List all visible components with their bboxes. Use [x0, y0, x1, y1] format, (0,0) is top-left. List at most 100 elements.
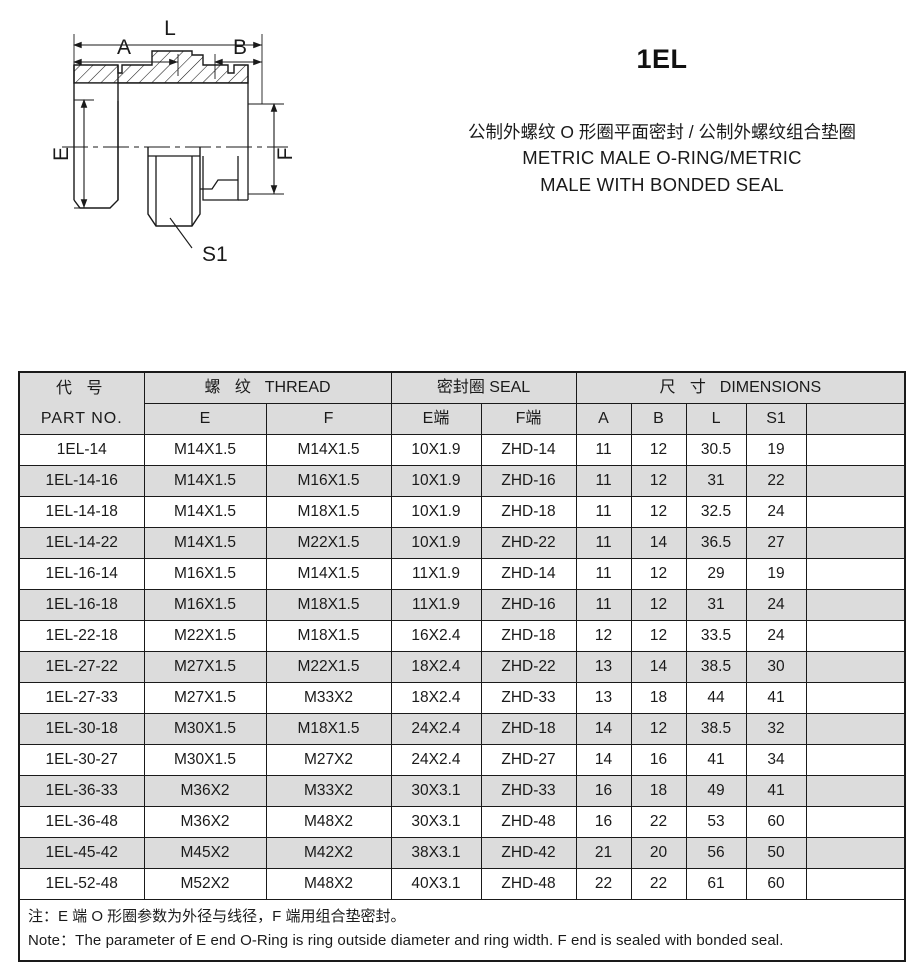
cell-thread-f: M48X2	[265, 806, 392, 838]
cell-part-no: 1EL-27-22	[18, 651, 145, 683]
note-cell: 注：E 端 O 形圈参数为外径与线径，F 端用组合垫密封。 Note：The p…	[18, 898, 906, 962]
cell-thread-f: M14X1.5	[265, 434, 392, 466]
cell-part-no: 1EL-22-18	[18, 620, 145, 652]
header-section: L A B S1 E F 1EL 公制外螺纹 O 形圈平面密封 / 公制外螺纹组…	[0, 0, 923, 345]
header-part-no-cn: 代 号	[56, 379, 108, 397]
cell-seal-f: ZHD-14	[480, 434, 577, 466]
header-col-seal-e: E端	[390, 403, 482, 435]
cell-a: 21	[575, 837, 632, 869]
cell-seal-e: 10X1.9	[390, 527, 482, 559]
cell-thread-f: M33X2	[265, 775, 392, 807]
dim-label-b: B	[233, 36, 247, 59]
description-english-line2: MALE WITH BONDED SEAL	[540, 173, 784, 195]
cell-a: 14	[575, 713, 632, 745]
cell-b: 12	[630, 589, 687, 621]
cell-s1: 60	[745, 806, 807, 838]
cell-s1: 60	[745, 868, 807, 900]
header-col-thread-e: E	[143, 403, 267, 435]
cell-b: 12	[630, 558, 687, 590]
header-group-row: 代 号 PART NO. 螺 纹 THREAD 密封圈 SEAL 尺 寸 DIM…	[18, 371, 906, 435]
header-seal-en: SEAL	[489, 379, 531, 396]
cell-seal-f: ZHD-48	[480, 806, 577, 838]
cell-extra	[805, 713, 906, 745]
cell-s1: 24	[745, 620, 807, 652]
cell-s1: 41	[745, 682, 807, 714]
cell-thread-e: M14X1.5	[143, 434, 267, 466]
cell-part-no: 1EL-36-48	[18, 806, 145, 838]
cell-seal-f: ZHD-16	[480, 465, 577, 497]
table-row: 1EL-14-16 M14X1.5 M16X1.5 10X1.9 ZHD-16 11 12 3…	[18, 465, 906, 497]
cell-l: 30.5	[685, 434, 747, 466]
cell-extra	[805, 496, 906, 528]
cell-seal-e: 40X3.1	[390, 868, 482, 900]
cell-thread-e: M22X1.5	[143, 620, 267, 652]
cell-seal-f: ZHD-18	[480, 713, 577, 745]
cell-b: 14	[630, 651, 687, 683]
cell-l: 31	[685, 465, 747, 497]
dim-label-e: E	[52, 147, 73, 161]
cell-a: 13	[575, 651, 632, 683]
cell-l: 31	[685, 589, 747, 621]
table-row: 1EL-30-27 M30X1.5 M27X2 24X2.4 ZHD-27 14 16 41 3…	[18, 744, 906, 776]
cell-seal-e: 16X2.4	[390, 620, 482, 652]
table-row: 1EL-45-42 M45X2 M42X2 38X3.1 ZHD-42 21 20 56 50	[18, 837, 906, 869]
cell-b: 12	[630, 620, 687, 652]
cell-thread-f: M18X1.5	[265, 713, 392, 745]
header-thread-en: THREAD	[264, 379, 331, 396]
cell-l: 49	[685, 775, 747, 807]
table-row: 1EL-36-33 M36X2 M33X2 30X3.1 ZHD-33 16 18 49 41	[18, 775, 906, 807]
cell-thread-e: M36X2	[143, 806, 267, 838]
cell-thread-f: M48X2	[265, 868, 392, 900]
cell-seal-f: ZHD-14	[480, 558, 577, 590]
header-col-s1: S1	[745, 403, 807, 435]
cell-s1: 19	[745, 434, 807, 466]
table-row: 1EL-14-18 M14X1.5 M18X1.5 10X1.9 ZHD-18 11 12 3…	[18, 496, 906, 528]
cell-thread-f: M33X2	[265, 682, 392, 714]
cell-a: 11	[575, 558, 632, 590]
header-part-no-en: PART NO.	[40, 409, 123, 427]
cell-seal-f: ZHD-42	[480, 837, 577, 869]
cell-s1: 32	[745, 713, 807, 745]
table-row: 1EL-16-14 M16X1.5 M14X1.5 11X1.9 ZHD-14 11 12 2…	[18, 558, 906, 590]
cell-s1: 24	[745, 496, 807, 528]
cell-extra	[805, 868, 906, 900]
cell-extra	[805, 837, 906, 869]
cell-b: 18	[630, 775, 687, 807]
cell-extra	[805, 682, 906, 714]
cell-extra	[805, 806, 906, 838]
cell-seal-f: ZHD-22	[480, 651, 577, 683]
description-chinese: 公制外螺纹 O 形圈平面密封 / 公制外螺纹组合垫圈	[468, 122, 856, 142]
header-part-no: 代 号 PART NO.	[18, 371, 145, 435]
product-code-title: 1EL	[636, 44, 688, 74]
cell-seal-f: ZHD-16	[480, 589, 577, 621]
cell-thread-f: M22X1.5	[265, 527, 392, 559]
cell-l: 53	[685, 806, 747, 838]
cell-a: 13	[575, 682, 632, 714]
cell-extra	[805, 775, 906, 807]
cell-thread-e: M14X1.5	[143, 527, 267, 559]
cell-part-no: 1EL-14-16	[18, 465, 145, 497]
cell-part-no: 1EL-52-48	[18, 868, 145, 900]
cell-extra	[805, 558, 906, 590]
cell-part-no: 1EL-16-18	[18, 589, 145, 621]
cell-part-no: 1EL-30-27	[18, 744, 145, 776]
dim-label-f: F	[274, 148, 297, 161]
note-row: 注：E 端 O 形圈参数为外径与线径，F 端用组合垫密封。 Note：The p…	[18, 898, 906, 962]
cell-seal-e: 24X2.4	[390, 744, 482, 776]
header-group-thread: 螺 纹 THREAD	[143, 371, 392, 404]
cell-thread-e: M30X1.5	[143, 744, 267, 776]
cell-thread-e: M16X1.5	[143, 589, 267, 621]
title-block: 1EL 公制外螺纹 O 形圈平面密封 / 公制外螺纹组合垫圈 METRIC MA…	[408, 44, 916, 198]
cell-l: 36.5	[685, 527, 747, 559]
cell-thread-f: M14X1.5	[265, 558, 392, 590]
cell-thread-f: M42X2	[265, 837, 392, 869]
cell-l: 61	[685, 868, 747, 900]
cell-extra	[805, 589, 906, 621]
table-row: 1EL-27-33 M27X1.5 M33X2 18X2.4 ZHD-33 13 18 44 4…	[18, 682, 906, 714]
cell-b: 14	[630, 527, 687, 559]
cell-seal-e: 30X3.1	[390, 775, 482, 807]
cell-s1: 24	[745, 589, 807, 621]
dim-label-s1: S1	[202, 243, 228, 264]
header-dimensions-cn: 尺 寸	[659, 379, 711, 396]
cell-seal-e: 10X1.9	[390, 434, 482, 466]
